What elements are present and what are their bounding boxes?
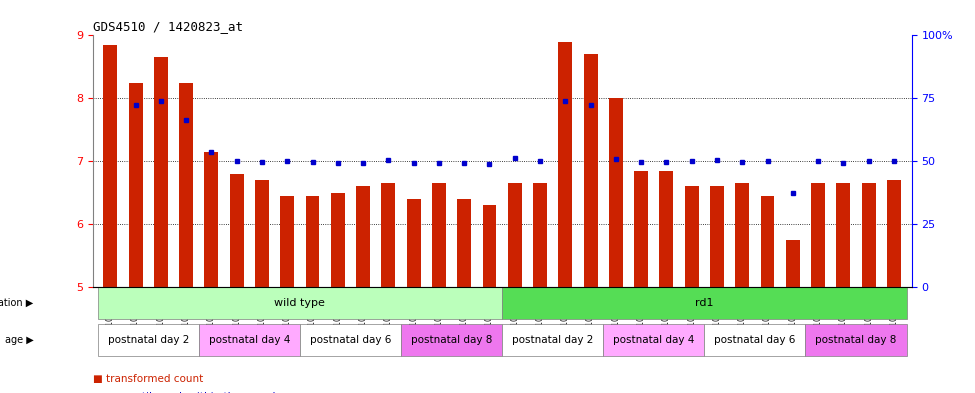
Bar [401, 324, 502, 356]
Text: postnatal day 2: postnatal day 2 [512, 335, 594, 345]
Bar [862, 183, 876, 287]
Bar [98, 324, 199, 356]
Bar [533, 183, 547, 287]
Bar [502, 287, 907, 318]
Bar [805, 324, 907, 356]
Bar [684, 186, 699, 287]
Bar [305, 196, 320, 287]
Bar [609, 98, 623, 287]
Text: postnatal day 6: postnatal day 6 [715, 335, 796, 345]
Text: age ▶: age ▶ [5, 335, 34, 345]
Bar [710, 186, 724, 287]
Bar [887, 180, 901, 287]
Bar [502, 324, 604, 356]
Bar [837, 183, 850, 287]
Text: genotype/variation ▶: genotype/variation ▶ [0, 298, 34, 308]
Bar [199, 324, 300, 356]
Bar [457, 199, 471, 287]
Bar [230, 174, 244, 287]
Text: postnatal day 4: postnatal day 4 [209, 335, 290, 345]
Bar [508, 183, 522, 287]
Text: ■ percentile rank within the sample: ■ percentile rank within the sample [93, 392, 282, 393]
Text: postnatal day 4: postnatal day 4 [613, 335, 694, 345]
Bar [300, 324, 401, 356]
Text: wild type: wild type [275, 298, 326, 308]
Bar [281, 196, 294, 287]
Bar [584, 54, 598, 287]
Bar [786, 240, 799, 287]
Bar [205, 152, 218, 287]
Text: ■ transformed count: ■ transformed count [93, 374, 203, 384]
Bar [604, 324, 704, 356]
Bar [559, 42, 572, 287]
Text: postnatal day 2: postnatal day 2 [107, 335, 189, 345]
Bar [735, 183, 749, 287]
Bar [255, 180, 269, 287]
Bar [331, 193, 345, 287]
Bar [432, 183, 446, 287]
Bar [760, 196, 774, 287]
Text: postnatal day 8: postnatal day 8 [410, 335, 492, 345]
Bar [704, 324, 805, 356]
Bar [98, 287, 502, 318]
Bar [811, 183, 825, 287]
Bar [179, 83, 193, 287]
Text: GDS4510 / 1420823_at: GDS4510 / 1420823_at [93, 20, 243, 33]
Text: postnatal day 6: postnatal day 6 [310, 335, 391, 345]
Bar [154, 57, 168, 287]
Bar [129, 83, 142, 287]
Bar [407, 199, 420, 287]
Bar [634, 171, 648, 287]
Bar [659, 171, 674, 287]
Bar [483, 205, 496, 287]
Bar [356, 186, 370, 287]
Text: rd1: rd1 [695, 298, 714, 308]
Bar [381, 183, 395, 287]
Bar [103, 45, 117, 287]
Text: postnatal day 8: postnatal day 8 [815, 335, 897, 345]
